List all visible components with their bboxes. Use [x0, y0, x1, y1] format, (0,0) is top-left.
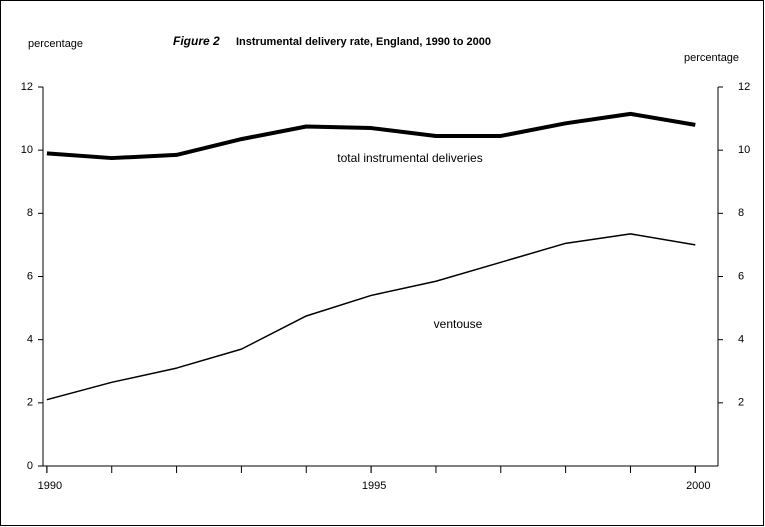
y-tick-label: 6: [27, 270, 33, 282]
series-line: [46, 233, 696, 401]
y-tick-label: 2: [27, 397, 33, 409]
y-axis-label: percentage: [28, 38, 83, 50]
series-label: ventouse: [434, 317, 483, 331]
y-tick-label: 8: [27, 207, 33, 219]
y-tick-label: 4: [27, 334, 33, 346]
chart-title: Instrumental delivery rate, England, 199…: [236, 36, 491, 48]
series-label: total instrumental deliveries: [337, 151, 482, 165]
y-tick-label: 10: [21, 144, 33, 156]
x-tick-label: 1995: [362, 480, 386, 492]
y2-tick-label: 4: [738, 334, 744, 346]
y2-tick-label: 12: [738, 81, 750, 93]
x-tick-label: 2000: [686, 480, 710, 492]
figure-label: Figure 2: [173, 34, 220, 48]
y2-tick-label: 2: [738, 397, 744, 409]
y2-tick-label: 10: [738, 144, 750, 156]
x-tick-label: 1990: [38, 480, 62, 492]
y2-tick-label: 6: [738, 270, 744, 282]
y2-tick-label: 8: [738, 207, 744, 219]
y2-axis-label: percentage: [684, 52, 739, 64]
series-line: [46, 111, 696, 161]
y-tick-label: 12: [21, 81, 33, 93]
y-tick-label: 0: [27, 460, 33, 472]
